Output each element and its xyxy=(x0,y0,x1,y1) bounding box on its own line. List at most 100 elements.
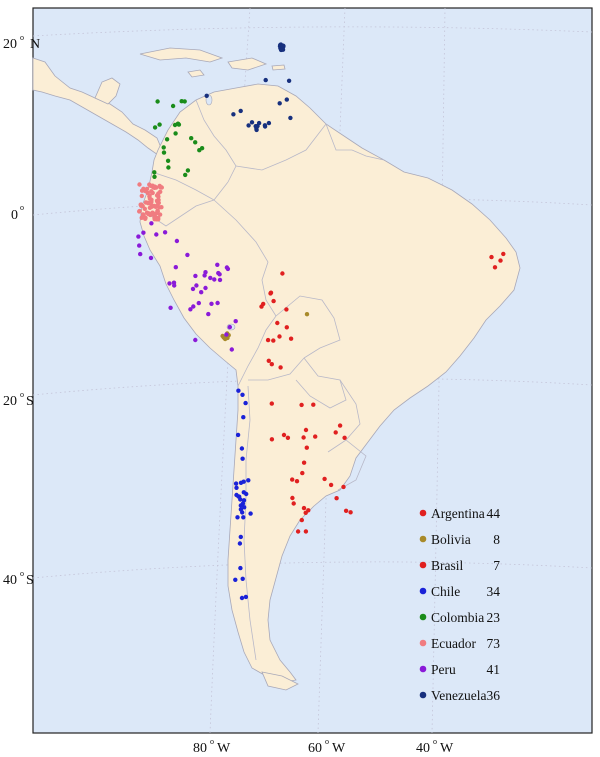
point-peru xyxy=(149,221,154,226)
point-ecuador xyxy=(147,193,152,198)
legend-dot-colombia xyxy=(419,613,427,621)
point-ecuador xyxy=(143,200,149,205)
lat-label-20s-degree-sign: o xyxy=(20,390,24,399)
point-colombia xyxy=(164,137,170,142)
legend-label-argentina: Argentina xyxy=(431,506,485,521)
point-peru xyxy=(137,243,142,248)
point-brasil xyxy=(501,251,506,257)
point-argentina xyxy=(328,482,334,488)
point-peru xyxy=(229,347,234,352)
point-ecuador xyxy=(153,204,158,209)
lon-label-60w-degree-sign: o xyxy=(325,737,329,746)
point-ecuador xyxy=(146,211,151,217)
point-chile xyxy=(235,515,240,520)
point-chile xyxy=(236,388,241,393)
point-argentina xyxy=(334,496,339,501)
point-peru xyxy=(212,277,217,282)
point-peru xyxy=(193,337,198,343)
point-chile xyxy=(243,400,248,406)
point-colombia xyxy=(161,145,166,150)
point-argentina xyxy=(299,402,304,408)
lat-label-20n-degree-sign: o xyxy=(20,33,24,42)
point-venezuela xyxy=(286,78,292,84)
point-peru xyxy=(191,304,196,309)
point-ecuador xyxy=(157,205,162,210)
point-colombia xyxy=(166,165,171,170)
point-chile xyxy=(239,446,245,451)
legend-dot-ecuador xyxy=(419,639,427,647)
point-venezuela xyxy=(231,112,236,117)
point-colombia xyxy=(189,136,194,141)
border-peru-brazil xyxy=(213,199,277,317)
point-peru xyxy=(215,262,220,267)
point-chile xyxy=(241,498,247,503)
point-argentina xyxy=(301,435,306,440)
point-peru xyxy=(203,285,208,291)
point-peru xyxy=(185,252,190,258)
point-chile xyxy=(241,515,246,520)
lat-label-40s-direction: S xyxy=(26,573,34,588)
point-ecuador xyxy=(149,199,154,205)
point-chile xyxy=(248,511,253,516)
lon-label-80w-direction: W xyxy=(217,741,231,756)
point-chile xyxy=(234,485,239,490)
point-argentina xyxy=(303,510,308,515)
point-peru xyxy=(174,238,180,244)
point-colombia xyxy=(152,174,157,179)
point-argentina xyxy=(301,505,307,511)
point-ecuador xyxy=(149,212,155,217)
point-venezuela xyxy=(288,115,293,121)
point-argentina xyxy=(277,334,282,339)
graticule-lat-0 xyxy=(32,198,593,216)
point-venezuela xyxy=(238,108,243,114)
point-ecuador xyxy=(143,216,148,221)
point-argentina xyxy=(288,336,294,341)
legend-count-bolivia: 8 xyxy=(493,532,500,547)
legend-item-colombia: Colombia 23 xyxy=(419,610,500,625)
point-peru xyxy=(209,301,214,306)
legend-label-ecuador: Ecuador xyxy=(431,636,476,651)
border-bolivia-brazil xyxy=(275,295,341,359)
point-chile xyxy=(237,494,242,499)
jamaica-land xyxy=(187,69,205,78)
lat-label-40s: 40 o S xyxy=(3,569,34,588)
legend-dot-argentina xyxy=(419,509,427,517)
lon-label-40w-degree: 40 xyxy=(416,741,430,756)
hispaniola-land xyxy=(227,57,268,71)
point-ecuador xyxy=(147,205,153,210)
cuba-land xyxy=(139,47,224,63)
point-argentina xyxy=(341,484,346,490)
point-peru xyxy=(193,273,198,279)
point-chile xyxy=(240,510,245,515)
point-colombia xyxy=(165,158,171,163)
point-chile xyxy=(233,577,238,582)
legend-dot-chile xyxy=(419,587,427,595)
points-layer xyxy=(136,42,506,601)
lon-label-60w: 60 o W xyxy=(308,737,346,756)
graticule-lat-40s xyxy=(32,561,593,579)
legend-item-peru: Peru 41 xyxy=(419,662,500,677)
lat-label-0-degree: 0 xyxy=(11,208,18,223)
point-argentina xyxy=(284,307,289,312)
point-argentina xyxy=(343,508,349,513)
legend-item-venezuela: Venezuela 36 xyxy=(419,688,500,703)
point-colombia xyxy=(170,103,176,109)
point-venezuela xyxy=(263,77,268,83)
point-colombia xyxy=(183,172,188,178)
point-chile xyxy=(242,505,247,510)
point-colombia xyxy=(173,131,178,136)
border-ecuador-peru xyxy=(147,199,215,227)
point-peru xyxy=(162,230,168,235)
point-peru xyxy=(227,324,232,330)
border-peru-bolivia xyxy=(237,315,277,387)
latitude-labels: 20 o N 0 o 20 o S 40 o S xyxy=(3,33,40,588)
point-ecuador xyxy=(137,209,142,214)
point-peru xyxy=(196,300,201,306)
point-colombia xyxy=(176,122,182,127)
point-peru xyxy=(172,283,177,288)
lon-label-80w-degree-sign: o xyxy=(210,737,214,746)
lat-label-0-degree-sign: o xyxy=(20,203,24,212)
country-borders xyxy=(147,99,385,661)
legend-count-ecuador: 73 xyxy=(487,636,501,651)
point-brasil xyxy=(489,254,494,260)
